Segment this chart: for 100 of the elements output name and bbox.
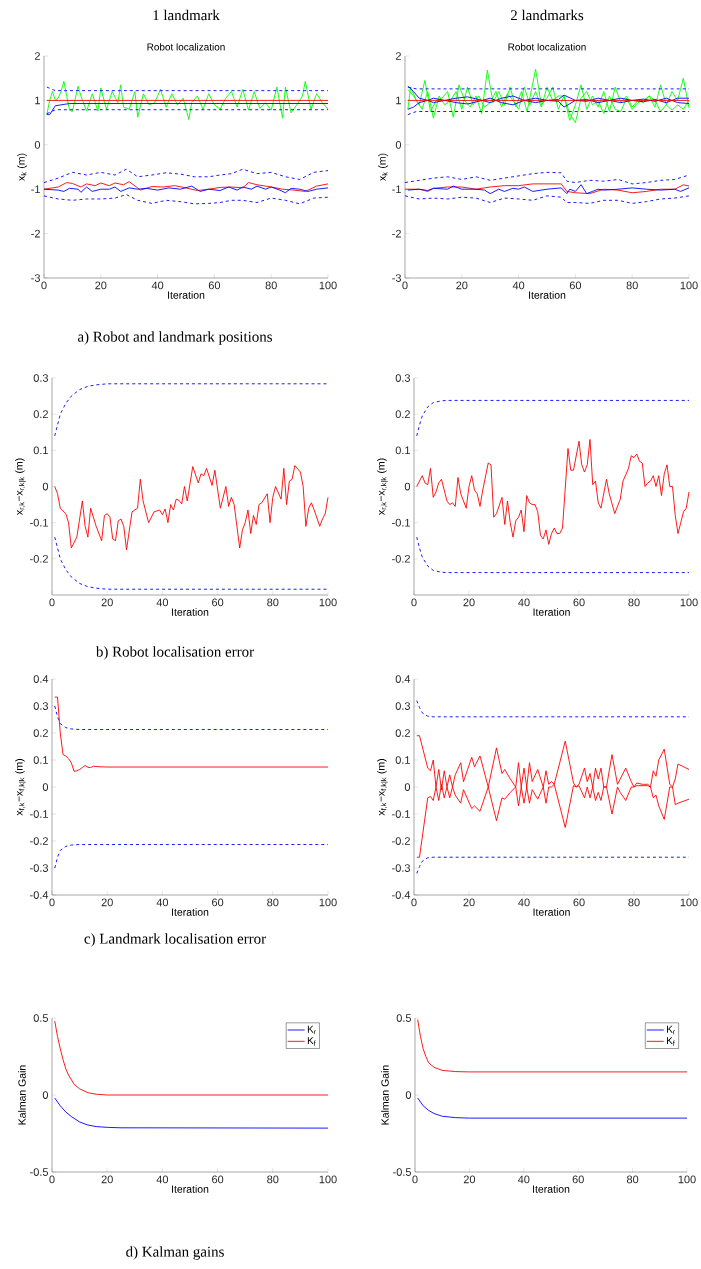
x-tick-label: 60 [211, 598, 224, 607]
x-tick-label: 60 [572, 1175, 584, 1184]
y-axis-title: x$_{k}$ (m) [377, 153, 388, 181]
y-tick-label: 1 [34, 96, 40, 105]
y-tick-label: 0.4 [33, 675, 48, 683]
y-tick-label: -0.3 [29, 864, 48, 872]
y-tick-label: 0.5 [396, 1014, 411, 1022]
y-tick-label: -1 [31, 185, 40, 193]
y-axis-title: Kalman Gain [17, 1065, 26, 1125]
y-tick-label: 0 [395, 140, 401, 149]
x-axis-title: Iteration [532, 1185, 569, 1193]
y-tick-label: 0 [404, 783, 410, 791]
x-tick-label: 40 [512, 281, 525, 290]
text: 2 landmarks [510, 9, 583, 21]
legend-label: K$_{r}$ [307, 1025, 316, 1035]
y-tick-label: 0.3 [33, 702, 48, 710]
legend-label: K$_{r}$ [666, 1025, 675, 1035]
x-tick-label: 40 [517, 1175, 530, 1184]
x-axis-title: Iteration [171, 1185, 208, 1193]
x-axis-title: Iteration [167, 291, 204, 299]
text: b) Robot localisation error [95, 646, 254, 660]
legend-label: K$_{f}$ [307, 1037, 316, 1046]
text: 1 landmark [153, 9, 220, 21]
x-tick-label: 80 [628, 898, 640, 907]
x-tick-label: 80 [266, 1175, 279, 1184]
y-tick-label: -0.4 [29, 891, 48, 899]
x-tick-label: 100 [680, 281, 698, 290]
y-tick-label: 0.1 [395, 756, 410, 764]
x-tick-label: 100 [319, 1175, 337, 1184]
y-tick-label: -2 [392, 229, 401, 238]
text: c) Landmark localisation error [84, 933, 266, 947]
y-tick-label: 0.1 [395, 446, 410, 455]
text: d) Kalman gains [125, 1246, 224, 1260]
y-axis-title: x$_{k}$ (m) [16, 153, 27, 181]
x-axis-title: Iteration [171, 908, 208, 916]
y-tick-label: -0.5 [29, 1168, 48, 1176]
text: a) Robot and landmark positions [77, 331, 272, 345]
y-tick-label: 0.1 [33, 756, 48, 764]
x-tick-label: 40 [156, 898, 168, 907]
x-tick-label: 0 [411, 898, 417, 907]
chart-title: Robot localization [147, 43, 225, 51]
y-tick-label: 0 [34, 140, 40, 149]
x-axis-title: Iteration [533, 608, 570, 616]
x-tick-label: 0 [49, 598, 55, 607]
y-tick-label: 0.4 [395, 675, 410, 683]
y-tick-label: 0 [404, 482, 410, 491]
y-axis-title: x$_{f,k}$−x$_{f,k|k}$ (m) [376, 759, 388, 816]
y-tick-label: 0 [42, 482, 48, 491]
y-tick-label: -0.1 [29, 518, 48, 527]
x-tick-label: 20 [101, 598, 113, 607]
x-tick-label: 100 [680, 598, 698, 607]
x-tick-label: 80 [266, 598, 279, 607]
y-tick-label: -0.2 [391, 554, 410, 563]
y-tick-label: -3 [392, 274, 401, 282]
x-tick-label: 0 [412, 1175, 418, 1184]
y-tick-label: -0.3 [391, 864, 410, 872]
y-tick-label: -2 [31, 229, 40, 238]
y-tick-label: -0.2 [29, 837, 48, 845]
y-tick-label: -0.1 [29, 810, 48, 818]
y-tick-label: 0.2 [33, 410, 48, 419]
chart-title: Robot localization [508, 43, 586, 51]
x-tick-label: 80 [266, 898, 279, 907]
x-tick-label: 40 [156, 1175, 168, 1184]
legend-label: K$_{f}$ [666, 1037, 675, 1046]
y-tick-label: 2 [395, 52, 401, 60]
x-tick-label: 60 [573, 598, 585, 607]
x-tick-label: 60 [211, 1175, 224, 1184]
y-tick-label: 0.3 [395, 374, 410, 382]
x-tick-label: 80 [626, 1175, 639, 1184]
x-tick-label: 20 [463, 598, 475, 607]
y-tick-label: 1 [395, 96, 401, 105]
y-axis-title: x$_{r,k}$−x$_{r,k|k}$ (m) [376, 458, 388, 515]
y-axis-title: x$_{r,k}$−x$_{r,k|k}$ (m) [14, 458, 26, 515]
y-axis-title: x$_{f,k}$−x$_{f,k|k}$ (m) [14, 759, 26, 816]
y-tick-label: -0.5 [392, 1168, 411, 1176]
x-tick-label: 80 [265, 281, 277, 290]
x-tick-label: 20 [95, 281, 107, 290]
x-tick-label: 60 [211, 898, 224, 907]
x-tick-label: 100 [319, 281, 337, 290]
x-tick-label: 40 [151, 281, 164, 290]
y-tick-label: 0.2 [33, 729, 48, 737]
y-tick-label: -0.1 [391, 518, 410, 527]
x-tick-label: 60 [208, 281, 220, 290]
x-tick-label: 100 [678, 1175, 696, 1184]
y-tick-label: -3 [31, 274, 40, 282]
x-tick-label: 80 [628, 598, 640, 607]
y-tick-label: 0 [42, 1091, 48, 1099]
x-tick-label: 60 [573, 898, 585, 907]
x-tick-label: 0 [49, 1175, 55, 1184]
y-tick-label: -0.2 [29, 554, 48, 563]
x-axis-title: Iteration [171, 608, 208, 616]
y-tick-label: 0.3 [33, 374, 48, 382]
x-tick-label: 20 [101, 1175, 113, 1184]
y-tick-label: 0 [405, 1091, 411, 1099]
y-tick-label: 0.2 [395, 729, 410, 737]
x-axis-title: Iteration [533, 908, 570, 916]
x-tick-label: 40 [517, 898, 530, 907]
y-tick-label: 0.3 [395, 702, 410, 710]
x-tick-label: 60 [569, 281, 581, 290]
y-tick-label: -1 [392, 185, 401, 193]
